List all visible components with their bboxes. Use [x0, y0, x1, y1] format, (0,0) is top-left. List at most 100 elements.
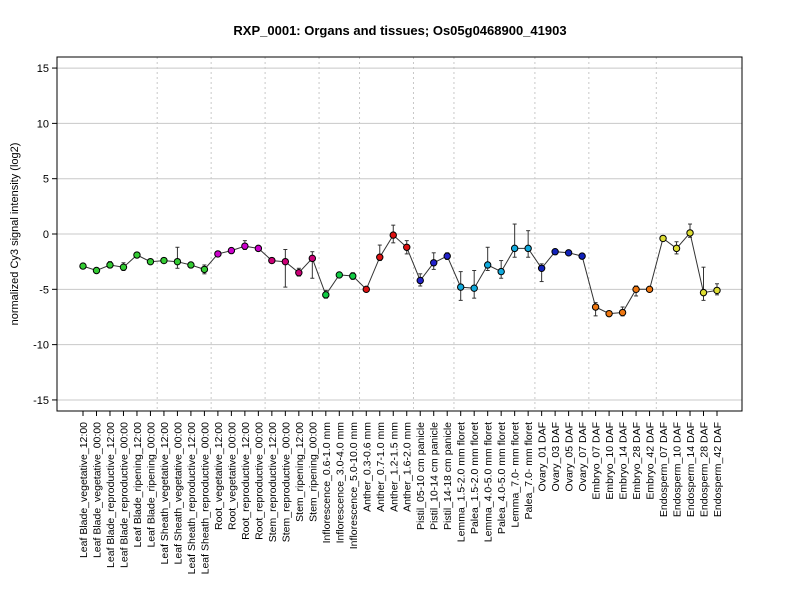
data-point: [591, 303, 600, 311]
data-point: [349, 272, 357, 280]
data-point: [335, 271, 343, 279]
x-tick-label: Leaf Blade_ripening_00:00: [145, 422, 157, 548]
x-tick-label: Ovary_07 DAF: [577, 422, 589, 491]
data-point: [470, 284, 478, 292]
x-tick-label: Lemma_4.0-5.0 mm floret: [483, 422, 495, 542]
data-point: [146, 257, 155, 266]
x-tick-label: Leaf Sheath_vegetative_00:00: [172, 422, 184, 565]
x-tick-label: Embryo_07 DAF: [591, 422, 603, 500]
data-point: [699, 288, 708, 297]
y-tick-label: 15: [37, 63, 49, 75]
data-point: [200, 265, 209, 274]
y-tick-label: 5: [43, 174, 49, 186]
x-tick-label: Inflorescence_5.0-10.0 mm: [348, 422, 360, 549]
data-point: [227, 246, 236, 255]
plot-frame: [56, 56, 743, 412]
data-point: [187, 261, 195, 269]
x-tick-label: Stem_reproductive_00:00: [280, 422, 292, 542]
x-tick-label: Stem_ripening_00:00: [307, 422, 319, 522]
data-point: [551, 248, 559, 256]
data-point: [376, 253, 384, 261]
grid-layer: [57, 67, 742, 401]
x-tick-label: Inflorescence_0.6-1.0 mm: [321, 422, 333, 544]
data-point: [443, 252, 451, 260]
x-tick-label: Embryo_10 DAF: [604, 422, 616, 500]
x-tick-label: Leaf Sheath_reproductive_12:00: [186, 422, 198, 575]
x-tick-label: Stem_reproductive_12:00: [267, 422, 279, 542]
y-tick-label: 10: [37, 118, 49, 130]
data-point: [79, 262, 87, 270]
data-point: [362, 285, 370, 294]
data-point: [92, 266, 101, 275]
x-tick-label: Anther_0.7-1.0 mm: [375, 422, 387, 512]
x-tick-label: Endosperm_28 DAF: [699, 422, 711, 517]
data-point: [645, 285, 654, 294]
x-tick-label: Endosperm_10 DAF: [672, 422, 684, 517]
data-point: [510, 244, 519, 253]
x-tick-label: Root_reproductive_12:00: [240, 422, 252, 540]
data-point: [537, 264, 546, 272]
x-tick-label: Leaf Blade_reproductive_00:00: [118, 422, 130, 568]
chart-title: RXP_0001: Organs and tissues; Os05g04689…: [233, 23, 566, 38]
x-tick-label: Embryo_28 DAF: [631, 422, 643, 500]
data-point: [389, 231, 397, 239]
data-point: [578, 252, 586, 260]
x-tick-label: Inflorescence_3.0-4.0 mm: [334, 422, 346, 544]
data-point: [483, 261, 492, 269]
x-tick-label: Ovary_05 DAF: [564, 422, 576, 491]
data-point: [497, 267, 505, 276]
y-tick-label: -15: [33, 395, 49, 407]
data-point: [605, 309, 613, 318]
data-point: [160, 256, 168, 265]
y-tick-label: 0: [43, 229, 49, 241]
data-point: [686, 229, 694, 237]
data-point: [618, 308, 627, 317]
y-tick-label: -5: [39, 284, 49, 296]
data-point: [281, 257, 290, 266]
x-tick-label: Ovary_03 DAF: [550, 422, 562, 491]
data-point: [524, 244, 532, 253]
x-tick-label: Pistil_05-10 cm panicle: [415, 422, 427, 530]
y-tick-label: -10: [33, 340, 49, 352]
x-tick-label: Root_reproductive_00:00: [253, 422, 265, 540]
x-axis: Leaf Blade_vegetative_12:00 Leaf Blade_ve…: [78, 411, 724, 574]
x-tick-label: Anther_1.2-1.5 mm: [388, 422, 400, 512]
x-tick-label: Lemma_7.0- mm floret: [510, 422, 522, 528]
x-tick-label: Leaf Blade_vegetative_00:00: [91, 422, 103, 558]
x-tick-label: Root_vegetative_12:00: [213, 422, 225, 530]
data-point: [672, 244, 681, 253]
data-point: [659, 234, 667, 243]
x-tick-label: Leaf Sheath_vegetative_12:00: [159, 422, 171, 565]
data-point: [564, 249, 573, 257]
x-tick-label: Leaf Sheath_reproductive_00:00: [199, 422, 211, 575]
data-point: [295, 269, 303, 277]
data-point: [119, 263, 128, 271]
data-point: [430, 259, 438, 267]
error-bars: [81, 223, 719, 317]
x-tick-label: Endosperm_14 DAF: [685, 422, 697, 517]
x-tick-label: Palea_1.5-2.0 mm floret: [469, 422, 481, 534]
x-tick-label: Anther_1.6-2.0 mm: [402, 422, 414, 512]
x-tick-label: Stem_ripening_12:00: [294, 422, 306, 522]
y-axis-title: normalized Cy3 signal intensity (log2): [9, 143, 21, 326]
data-point: [173, 257, 182, 266]
data-point: [268, 256, 276, 265]
x-tick-label: Root_vegetative_00:00: [226, 422, 238, 530]
data-point: [713, 286, 721, 295]
x-tick-label: Endosperm_07 DAF: [658, 422, 670, 517]
data-point: [254, 244, 263, 253]
data-point: [632, 285, 640, 294]
data-point: [106, 261, 114, 269]
x-tick-label: Endosperm_42 DAF: [712, 422, 724, 517]
data-point: [308, 254, 317, 263]
data-point: [416, 276, 424, 285]
x-tick-label: Lemma_1.5-2.0 mm floret: [456, 422, 468, 542]
data-points: [79, 229, 721, 318]
series-line: [82, 231, 718, 315]
x-tick-label: Pistil_14-18 cm panicle: [442, 422, 454, 530]
data-point: [133, 251, 141, 259]
x-tick-label: Leaf Blade_reproductive_12:00: [105, 422, 117, 568]
x-tick-label: Embryo_42 DAF: [645, 422, 657, 500]
